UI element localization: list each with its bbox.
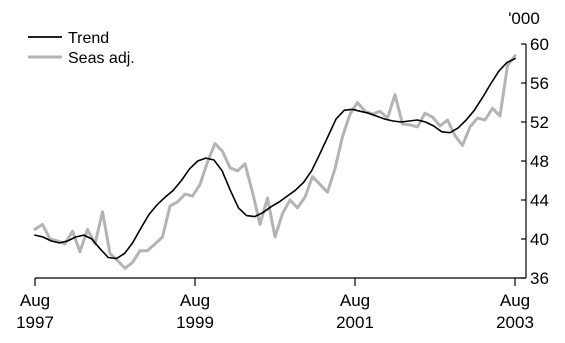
x-tick-label-year: 2003 <box>496 313 534 332</box>
y-axis: 36 40 44 48 52 56 60 <box>521 35 549 288</box>
x-tick-label-month: Aug <box>340 291 370 310</box>
y-tick-label: 52 <box>530 113 549 132</box>
x-tick-label-year: 2001 <box>336 313 374 332</box>
x-tick-label-year: 1997 <box>16 313 54 332</box>
x-tick-label-month: Aug <box>180 291 210 310</box>
y-tick-label: 60 <box>530 35 549 54</box>
y-unit-label: '000 <box>508 9 540 28</box>
legend: Trend Seas adj. <box>28 30 135 67</box>
x-tick-label-month: Aug <box>20 291 50 310</box>
x-axis: Aug 1997 Aug 1999 Aug 2001 Aug 2003 <box>16 277 534 332</box>
plot-lines <box>33 54 517 270</box>
y-tick-label: 44 <box>530 191 549 210</box>
series-line-trend <box>34 57 516 260</box>
series-line-seas-adj <box>33 54 517 270</box>
y-tick-label: 36 <box>530 269 549 288</box>
y-tick-label: 40 <box>530 230 549 249</box>
x-tick-label-month: Aug <box>500 291 530 310</box>
y-tick-label: 56 <box>530 74 549 93</box>
legend-label-seas-adj: Seas adj. <box>68 50 135 67</box>
legend-label-trend: Trend <box>68 30 109 47</box>
x-tick-label-year: 1999 <box>176 313 214 332</box>
y-tick-label: 48 <box>530 152 549 171</box>
